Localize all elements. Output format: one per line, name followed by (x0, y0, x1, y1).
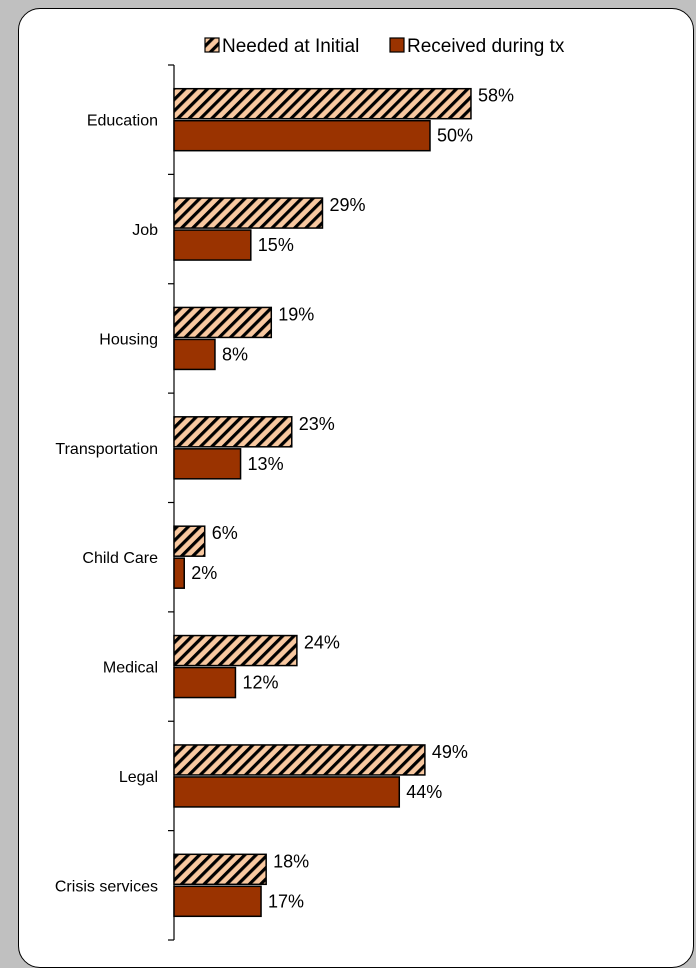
category-labels: Education Job Housing Transportation Child C… (55, 113, 158, 896)
category-label-legal: Legal (119, 769, 158, 786)
bar-needed-child-care (173, 525, 206, 557)
bar-received-transportation (173, 448, 242, 480)
data-label-received-child-care: 2% (191, 563, 217, 583)
bar-received-housing (173, 338, 216, 371)
category-axis (168, 64, 175, 941)
bar-needed-legal (173, 744, 426, 776)
bar-needed-education (173, 87, 472, 120)
category-label-education: Education (87, 113, 158, 130)
data-label-needed-child-care: 6% (212, 523, 238, 543)
data-label-needed-medical: 24% (304, 633, 340, 653)
category-label-crisis-services: Crisis services (55, 878, 158, 895)
bar-needed-housing (173, 306, 273, 339)
bar-needed-job (173, 197, 324, 229)
bar-received-education (173, 119, 431, 152)
data-labels: 58%50% 29% 15% 19% 8% 23% 13% 6% 2% 24% 12% 49% 44% 1… (191, 86, 514, 912)
data-label-received-housing: 8% (222, 344, 248, 364)
category-label-job: Job (132, 222, 158, 239)
chart-frame (18, 8, 694, 968)
bar-needed-transportation (173, 416, 293, 448)
data-label-needed-legal: 49% (432, 742, 468, 762)
bar-received-crisis-services (173, 885, 262, 918)
data-label-received-transportation: 13% (248, 454, 284, 474)
legend-label-received: Received during tx (407, 36, 565, 57)
data-label-needed-housing: 19% (278, 304, 314, 324)
data-label-needed-transportation: 23% (299, 414, 335, 434)
legend-swatch-received (389, 37, 405, 53)
data-label-needed-job: 29% (329, 195, 365, 215)
category-label-medical: Medical (103, 660, 158, 677)
data-label-received-job: 15% (258, 235, 294, 255)
bar-needed-crisis-services (173, 853, 267, 886)
data-label-needed-education: 58% (478, 86, 514, 106)
data-label-needed-crisis-services: 18% (273, 851, 309, 871)
legend-label-needed: Needed at Initial (222, 36, 359, 57)
legend-swatch-needed (204, 37, 220, 53)
bar-received-job (173, 229, 252, 261)
data-label-received-crisis-services: 17% (268, 891, 304, 911)
category-label-child-care: Child Care (82, 550, 158, 567)
data-label-received-medical: 12% (242, 673, 278, 693)
data-label-received-education: 50% (437, 126, 473, 146)
bar-received-child-care (173, 557, 185, 589)
data-label-received-legal: 44% (406, 782, 442, 802)
category-label-housing: Housing (99, 331, 158, 348)
bar-needed-medical (173, 634, 298, 667)
bars (173, 87, 472, 918)
category-label-transportation: Transportation (55, 441, 158, 458)
legend: Needed at Initial Received during tx (204, 36, 565, 57)
bar-received-medical (173, 666, 237, 699)
bar-received-legal (173, 776, 401, 808)
